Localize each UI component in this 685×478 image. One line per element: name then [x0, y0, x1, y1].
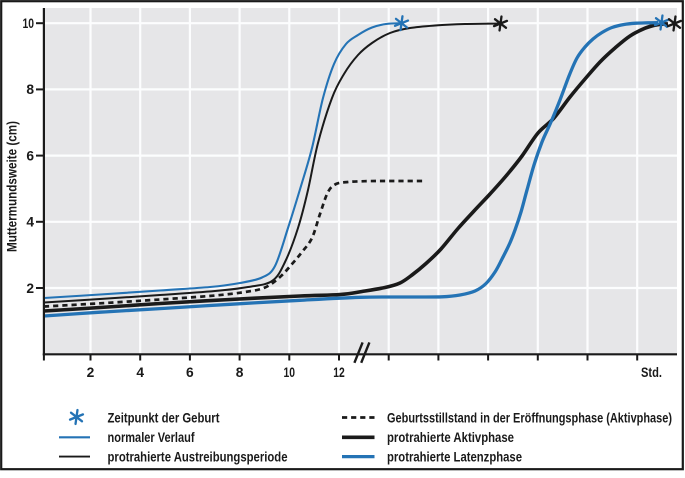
- svg-text:10: 10: [284, 365, 296, 380]
- svg-text:8: 8: [236, 365, 244, 380]
- svg-text:2: 2: [26, 281, 34, 296]
- svg-text:protrahierte Aktivphase: protrahierte Aktivphase: [387, 430, 514, 445]
- svg-text:normaler Verlauf: normaler Verlauf: [108, 430, 195, 445]
- svg-text:4: 4: [26, 215, 34, 230]
- svg-text:Muttermundsweite (cm): Muttermundsweite (cm): [5, 121, 20, 252]
- svg-text:protrahierte Austreibungsperio: protrahierte Austreibungsperiode: [108, 449, 288, 464]
- svg-text:6: 6: [186, 365, 194, 380]
- svg-text:2: 2: [87, 365, 95, 380]
- svg-text:12: 12: [333, 365, 345, 380]
- svg-text:Geburtsstillstand in der Eröff: Geburtsstillstand in der Eröffnungsphase…: [387, 410, 672, 425]
- svg-text:6: 6: [26, 148, 34, 163]
- svg-text:protrahierte Latenzphase: protrahierte Latenzphase: [387, 449, 522, 464]
- svg-text:10: 10: [23, 16, 35, 31]
- svg-text:Zeitpunkt der Geburt: Zeitpunkt der Geburt: [108, 410, 220, 425]
- svg-text:Std.: Std.: [641, 365, 662, 380]
- svg-text:4: 4: [136, 365, 144, 380]
- svg-text:8: 8: [26, 82, 34, 97]
